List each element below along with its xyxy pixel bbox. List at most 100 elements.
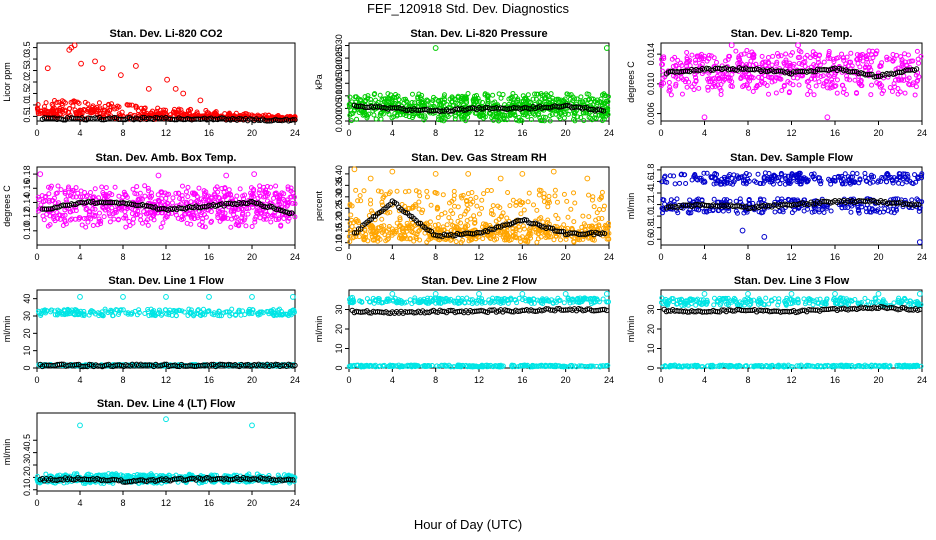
data-point xyxy=(677,180,683,186)
data-point xyxy=(840,89,846,95)
data-point xyxy=(695,177,701,183)
data-point xyxy=(167,307,173,313)
data-point xyxy=(552,193,558,199)
figure-title: FEF_120918 Std. Dev. Diagnostics xyxy=(366,1,570,16)
data-point xyxy=(53,190,59,196)
data-point xyxy=(893,52,899,58)
data-point xyxy=(382,232,388,238)
data-point xyxy=(786,70,793,77)
x-tick-label: 20 xyxy=(561,128,571,138)
data-point xyxy=(778,172,784,178)
data-point xyxy=(108,200,114,206)
series-1 xyxy=(658,42,924,121)
data-point xyxy=(811,92,817,98)
data-point xyxy=(703,65,710,72)
data-point xyxy=(92,58,98,65)
data-point xyxy=(558,228,565,235)
data-point xyxy=(699,54,705,60)
data-point xyxy=(601,100,607,106)
data-point xyxy=(86,312,92,318)
data-point xyxy=(86,106,92,112)
data-point xyxy=(834,77,840,83)
data-point xyxy=(291,194,297,200)
data-point xyxy=(379,216,385,222)
data-point xyxy=(240,210,246,216)
data-point xyxy=(460,237,466,243)
data-point xyxy=(741,51,747,57)
data-point xyxy=(510,197,516,203)
data-point xyxy=(470,99,476,105)
data-point xyxy=(858,82,864,88)
data-point xyxy=(579,224,585,230)
data-point xyxy=(547,118,553,124)
data-point xyxy=(55,183,61,189)
data-point xyxy=(285,184,291,190)
data-point xyxy=(680,77,686,83)
data-point xyxy=(142,311,148,317)
x-tick-label: 24 xyxy=(290,128,300,138)
data-point xyxy=(240,193,246,199)
data-point xyxy=(516,118,522,124)
y-tick-label: 2.5 xyxy=(22,64,32,77)
data-point xyxy=(102,207,108,213)
data-point xyxy=(441,94,447,100)
data-point xyxy=(62,308,68,314)
series-1 xyxy=(35,171,298,230)
data-point xyxy=(97,105,103,111)
data-point xyxy=(439,211,445,217)
data-point xyxy=(675,76,681,82)
data-point xyxy=(438,117,444,123)
data-point xyxy=(271,310,277,316)
x-tick-label: 16 xyxy=(204,375,214,385)
subplot-title: Stan. Dev. Gas Stream RH xyxy=(411,152,547,164)
data-point xyxy=(747,78,753,84)
x-tick-label: 4 xyxy=(77,375,82,385)
data-point xyxy=(849,63,855,69)
data-point xyxy=(692,171,698,177)
data-point xyxy=(660,61,666,67)
x-tick-label: 20 xyxy=(247,128,257,138)
data-point xyxy=(691,81,697,87)
data-point xyxy=(909,197,915,203)
data-point xyxy=(761,174,767,180)
data-point xyxy=(884,170,890,176)
data-point xyxy=(292,201,298,207)
data-point xyxy=(60,222,66,228)
data-point xyxy=(723,58,729,64)
data-point xyxy=(234,193,240,199)
data-point xyxy=(555,96,561,102)
data-point xyxy=(355,226,362,232)
data-point xyxy=(177,195,183,201)
data-point xyxy=(249,294,255,300)
data-point xyxy=(70,194,76,200)
data-point xyxy=(110,104,116,110)
data-point xyxy=(479,113,485,119)
data-point xyxy=(179,193,185,199)
data-point xyxy=(854,52,860,58)
data-point xyxy=(504,215,510,221)
data-point xyxy=(746,178,752,184)
x-tick-label: 16 xyxy=(830,252,840,262)
data-point xyxy=(831,59,837,65)
data-point xyxy=(100,203,106,209)
data-point xyxy=(465,170,472,177)
data-point xyxy=(507,203,513,209)
data-point xyxy=(603,93,609,99)
data-point xyxy=(185,194,191,200)
data-point xyxy=(796,60,802,66)
y-tick-label: 10 xyxy=(22,346,32,356)
data-point xyxy=(389,115,395,121)
data-point xyxy=(600,108,607,114)
data-point xyxy=(815,72,821,78)
data-point xyxy=(525,239,531,245)
data-point xyxy=(467,236,473,242)
data-point xyxy=(51,105,57,111)
data-point xyxy=(869,82,875,88)
data-point xyxy=(883,179,889,185)
data-point xyxy=(772,199,778,205)
data-point xyxy=(375,225,381,231)
data-point xyxy=(250,193,256,199)
data-point xyxy=(722,76,728,82)
data-point xyxy=(605,112,611,118)
data-point xyxy=(116,193,122,199)
